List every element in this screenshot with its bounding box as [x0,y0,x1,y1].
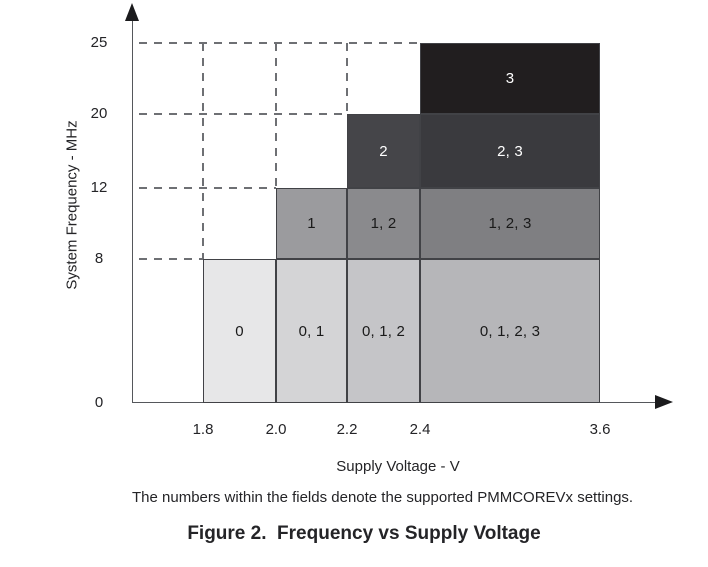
region-0-1: 0, 1 [276,259,347,403]
region-label: 0, 1, 2 [361,322,406,340]
region-1-2: 1, 2 [347,188,420,259]
grid-dash-h-12 [139,187,276,189]
region-label: 1, 2, 3 [488,215,532,232]
region-label: 0, 1 [298,322,325,340]
figure-title: Figure 2. Frequency vs Supply Voltage [187,523,541,544]
x-tick-2.2: 2.2 [336,421,358,438]
y-tick-25: 25 [90,34,108,51]
region-label: 1, 2 [370,215,397,232]
x-axis-arrowhead-icon [655,395,673,410]
x-axis-title: Supply Voltage - V [336,458,460,475]
region-label: 1 [307,215,316,232]
figure-note: The numbers within the fields denote the… [132,489,634,506]
y-tick-20: 20 [90,105,108,122]
x-tick-3.6: 3.6 [589,421,611,438]
x-tick-1.8: 1.8 [192,421,214,438]
x-tick-2.0: 2.0 [265,421,287,438]
grid-dash-v-2.2 [346,43,348,114]
grid-dash-v-1.8 [202,43,204,259]
y-tick-0: 0 [94,394,104,411]
region-1-2-3: 1, 2, 3 [420,188,600,259]
region-label: 2, 3 [497,142,523,160]
region-1: 1 [276,188,347,259]
region-label: 0 [235,322,244,340]
x-tick-2.4: 2.4 [409,421,431,438]
region-3: 3 [420,43,600,114]
region-label: 3 [505,70,515,87]
region-label: 0, 1, 2, 3 [479,322,541,340]
region-2: 2 [347,114,420,188]
grid-dash-h-8 [139,258,203,260]
y-tick-8: 8 [94,250,104,267]
region-label: 2 [379,142,388,160]
grid-dash-h-20 [139,113,347,115]
y-axis-arrowhead-icon [125,3,140,21]
region-0-1-2: 0, 1, 2 [347,259,420,403]
region-0: 0 [203,259,276,403]
region-0-1-2-3: 0, 1, 2, 3 [420,259,600,403]
grid-dash-h-25 [139,42,420,44]
grid-dash-v-2.0 [275,43,277,188]
region-2-3: 2, 3 [420,114,600,188]
y-axis-line [131,12,134,403]
y-tick-12: 12 [90,179,108,196]
